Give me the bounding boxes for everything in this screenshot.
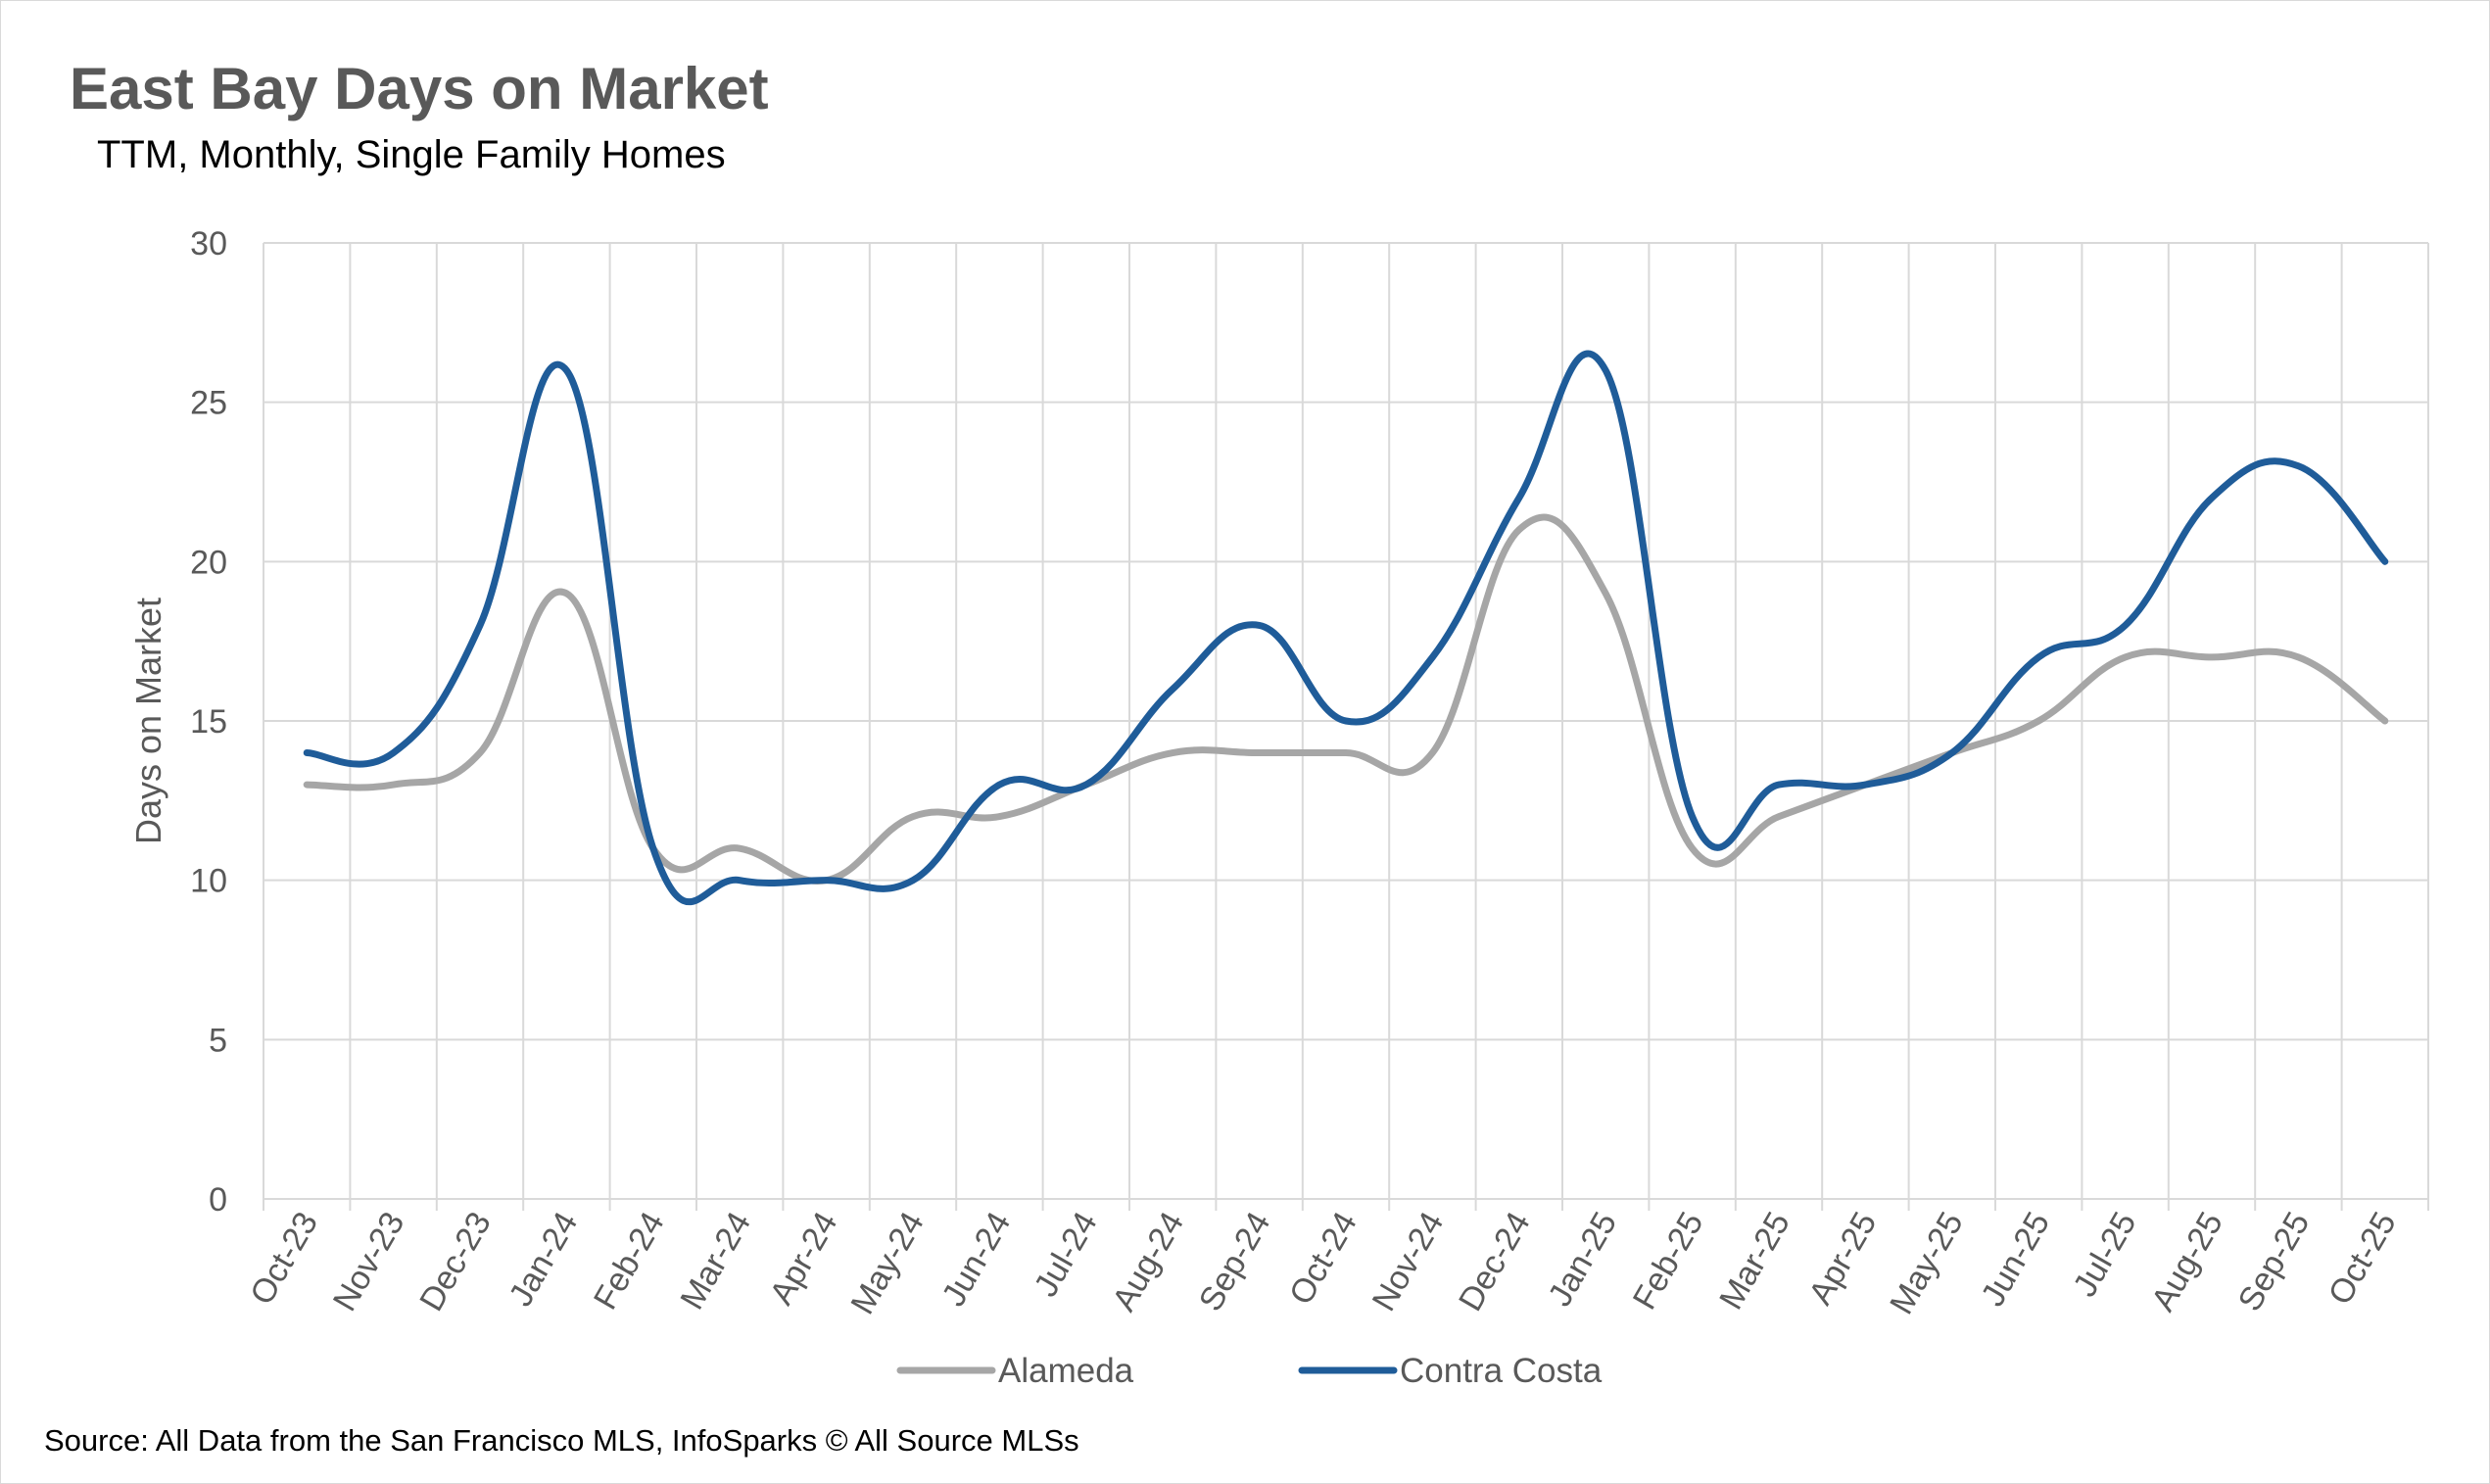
data-point-contra-costa <box>1690 814 1696 820</box>
x-tick-label: Jan-25 <box>1541 1206 1624 1313</box>
y-tick-label: 30 <box>190 225 227 263</box>
x-tick-label: Dec-23 <box>412 1206 499 1317</box>
data-point-contra-costa <box>2382 558 2388 564</box>
data-point-contra-costa <box>910 878 916 884</box>
data-point-contra-costa <box>1516 495 1522 501</box>
x-tick-label: Jul-24 <box>1028 1206 1105 1303</box>
x-tick-label: Jul-25 <box>2066 1206 2143 1303</box>
data-point-alameda <box>1516 527 1522 533</box>
legend-label-contra-costa: Contra Costa <box>1400 1352 1603 1390</box>
data-point-contra-costa <box>2123 622 2129 628</box>
x-tick-label: Dec-24 <box>1452 1206 1538 1317</box>
y-axis-label: Days on Market <box>128 598 168 844</box>
x-tick-label: Jun-24 <box>934 1206 1018 1313</box>
data-point-contra-costa <box>1257 622 1263 628</box>
data-point-alameda <box>910 814 916 820</box>
x-tick-label: Aug-24 <box>1105 1206 1191 1317</box>
data-point-alameda <box>2295 654 2301 660</box>
x-tick-label: Oct-23 <box>243 1206 325 1311</box>
data-point-alameda <box>391 782 397 788</box>
x-tick-label: Apr-25 <box>1801 1206 1884 1311</box>
x-tick-label: Mar-25 <box>1712 1206 1797 1316</box>
x-tick-label: Aug-25 <box>2144 1206 2230 1317</box>
series-line-contra-costa <box>303 350 2389 905</box>
data-point-alameda <box>1257 750 1263 756</box>
x-tick-label: Nov-23 <box>326 1206 412 1317</box>
data-point-alameda <box>2209 654 2215 660</box>
data-point-alameda <box>737 845 742 851</box>
y-axis-ticks: 0 5 10 15 20 25 30 <box>190 225 227 1219</box>
data-point-alameda <box>1343 750 1349 756</box>
x-tick-label: Jun-25 <box>1974 1206 2057 1313</box>
x-tick-label: May-25 <box>1883 1206 1971 1320</box>
x-tick-label: Oct-25 <box>2322 1206 2404 1311</box>
x-tick-label: May-24 <box>843 1206 932 1320</box>
x-tick-label: Jan-24 <box>502 1206 585 1313</box>
data-point-contra-costa <box>1429 654 1435 660</box>
x-tick-label: Feb-25 <box>1626 1206 1711 1316</box>
data-point-contra-costa <box>1862 782 1868 788</box>
data-point-alameda <box>1603 591 1608 597</box>
x-tick-label: Sep-24 <box>1192 1206 1278 1317</box>
legend-label-alameda: Alameda <box>998 1352 1134 1390</box>
data-point-alameda <box>996 814 1002 820</box>
data-point-alameda <box>1776 814 1782 820</box>
data-point-alameda <box>304 782 310 788</box>
data-point-contra-costa <box>304 750 310 756</box>
data-point-contra-costa <box>2295 463 2301 469</box>
data-point-contra-costa <box>1603 367 1608 373</box>
data-point-contra-costa <box>2209 495 2215 501</box>
chart-title: East Bay Days on Market <box>70 56 769 121</box>
data-point-contra-costa <box>391 750 397 756</box>
data-point-contra-costa <box>737 878 742 884</box>
y-tick-label: 15 <box>190 703 227 741</box>
data-point-contra-costa <box>563 367 569 373</box>
data-point-alameda <box>563 591 569 597</box>
data-point-contra-costa <box>650 845 656 851</box>
x-tick-label: Apr-24 <box>763 1206 845 1311</box>
y-tick-label: 10 <box>190 863 227 900</box>
data-point-alameda <box>1429 750 1435 756</box>
x-tick-label: Sep-25 <box>2231 1206 2318 1317</box>
y-tick-label: 20 <box>190 544 227 581</box>
data-point-alameda <box>1690 845 1696 851</box>
data-point-alameda <box>2382 718 2388 724</box>
data-point-contra-costa <box>1170 686 1175 692</box>
x-tick-label: Mar-24 <box>673 1206 758 1316</box>
x-axis-ticks: Oct-23 Nov-23 Dec-23 Jan-24 Feb-24 Mar-24 Apr-… <box>243 1206 2404 1320</box>
x-tick-label: Feb-24 <box>587 1206 672 1316</box>
x-tick-label: Nov-24 <box>1365 1206 1452 1317</box>
data-point-alameda <box>2035 718 2041 724</box>
data-point-contra-costa <box>1949 750 1955 756</box>
data-point-contra-costa <box>996 782 1002 788</box>
data-point-alameda <box>477 750 483 756</box>
y-tick-label: 5 <box>209 1022 227 1059</box>
data-point-contra-costa <box>1776 782 1782 788</box>
series-lines <box>303 350 2389 905</box>
source-note: Source: All Data from the San Francisco … <box>44 1423 1079 1458</box>
data-point-contra-costa <box>1083 782 1089 788</box>
data-point-alameda <box>1170 750 1175 756</box>
data-point-contra-costa <box>2035 654 2041 660</box>
gridlines <box>263 242 2429 1211</box>
data-point-alameda <box>2123 654 2129 660</box>
data-point-contra-costa <box>1343 718 1349 724</box>
legend: Alameda Contra Costa <box>896 1352 1603 1390</box>
y-tick-label: 25 <box>190 385 227 422</box>
data-point-contra-costa <box>824 878 830 884</box>
data-point-contra-costa <box>477 622 483 628</box>
series-line-alameda <box>303 513 2389 886</box>
x-tick-label: Oct-24 <box>1282 1206 1365 1311</box>
y-tick-label: 0 <box>209 1181 227 1219</box>
chart-subtitle: TTM, Monthly, Single Family Homes <box>97 133 726 176</box>
